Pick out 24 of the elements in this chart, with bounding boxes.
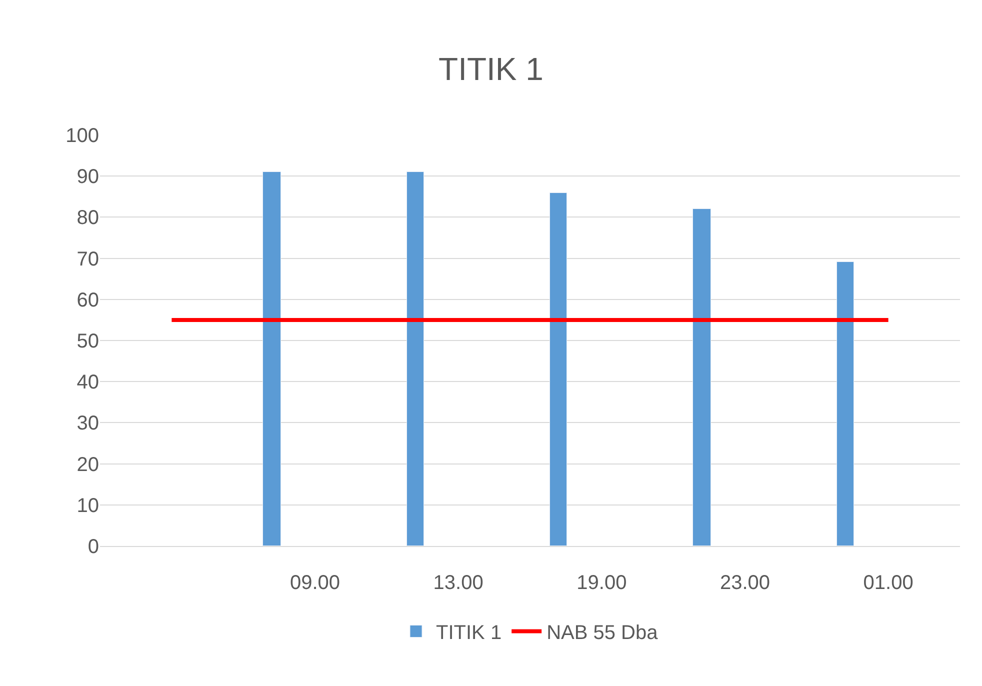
legend-label: NAB 55 Dba [546, 622, 659, 644]
x-tick-label: 09.00 [290, 572, 340, 594]
y-tick-label: 60 [76, 289, 99, 312]
bar [550, 192, 567, 546]
y-tick-label: 100 [66, 125, 99, 147]
x-tick-label: 01.00 [863, 572, 914, 594]
chart-title: TITIK 1 [438, 50, 544, 87]
x-tick-label: 23.00 [720, 572, 770, 594]
y-tick-label: 0 [88, 536, 99, 558]
x-tick-label: 19.00 [576, 572, 627, 594]
bar [692, 208, 711, 546]
bar [406, 172, 424, 546]
y-tick-label: 50 [76, 330, 99, 352]
bar [262, 172, 281, 546]
y-tick-label: 10 [76, 494, 99, 517]
y-tick-label: 40 [76, 372, 99, 394]
y-tick-label: 90 [76, 166, 99, 188]
legend-label: TITIK 1 [436, 622, 502, 644]
y-tick-label: 30 [76, 412, 99, 435]
y-tick-label: 20 [76, 454, 99, 476]
y-tick-label: 70 [76, 248, 99, 270]
x-tick-label: 13.00 [433, 572, 484, 594]
bar [836, 262, 854, 546]
y-tick-label: 80 [76, 207, 99, 230]
